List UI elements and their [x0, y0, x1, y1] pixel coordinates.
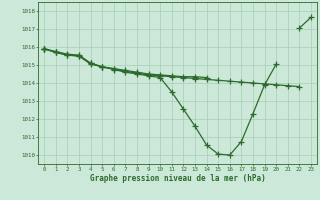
X-axis label: Graphe pression niveau de la mer (hPa): Graphe pression niveau de la mer (hPa)	[90, 174, 266, 183]
